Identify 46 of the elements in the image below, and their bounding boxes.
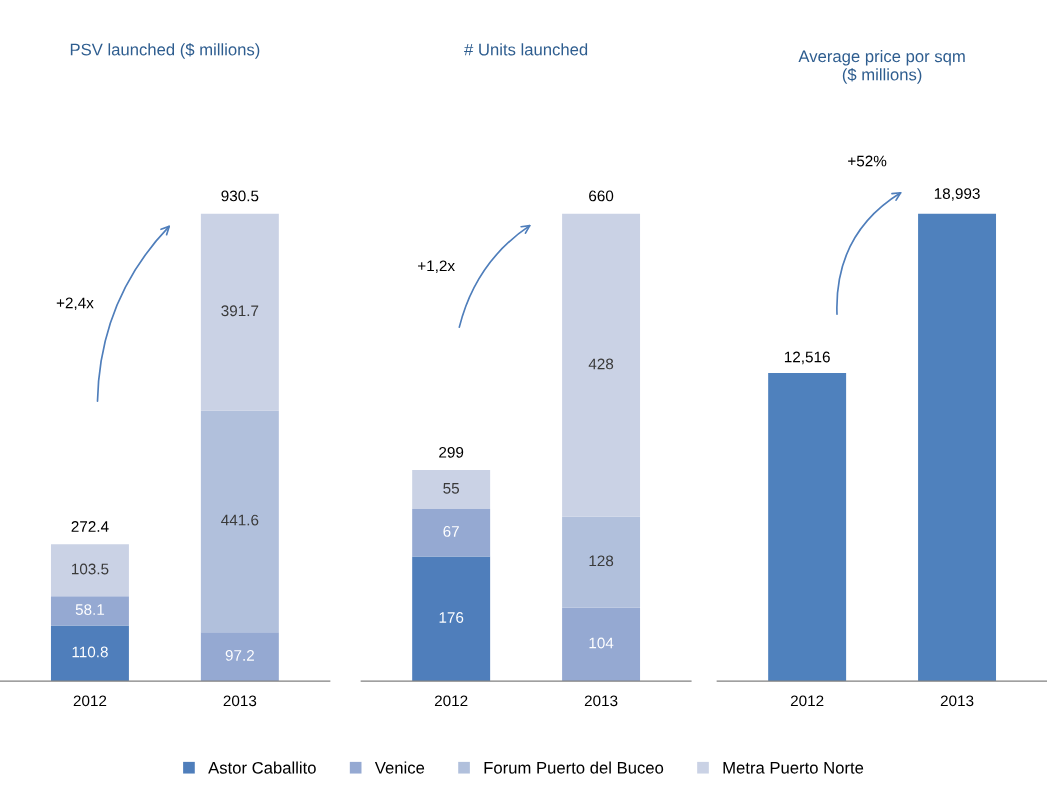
annotation: +2,4x (56, 297, 94, 311)
data-label: 97.2 (225, 649, 254, 661)
legend-label: Astor Caballito (208, 761, 316, 774)
total-label: 660 (589, 190, 614, 202)
chart-title: PSV launched ($ millions) (70, 42, 260, 59)
data-label: 104 (589, 637, 614, 649)
x-tick-label: 2012 (73, 695, 107, 707)
data-label: 391.7 (221, 305, 259, 317)
bar (412, 509, 491, 557)
x-tick-label: 2012 (434, 695, 468, 707)
bar (200, 410, 279, 633)
bar (50, 625, 129, 682)
legend-label: Metra Puerto Norte (723, 762, 864, 774)
legend-label: Venice (374, 761, 425, 774)
data-label: 428 (588, 358, 614, 370)
legend-label: Forum Puerto del Buceo (484, 761, 664, 774)
total-label: 299 (439, 446, 464, 458)
bar (50, 596, 129, 626)
x-tick-label: 2013 (223, 695, 257, 707)
total-label: 930.5 (221, 190, 259, 202)
data-label: 128 (589, 555, 614, 567)
chart-title: # Units launched (464, 43, 588, 56)
chart-title: Average price por sqm ($ millions) (798, 49, 965, 84)
x-tick-label: 2013 (584, 695, 618, 707)
data-label: 110.8 (72, 646, 108, 658)
bar (562, 213, 641, 517)
bar (562, 607, 641, 682)
x-tick-label: 2012 (790, 695, 824, 707)
data-label: 176 (439, 612, 464, 623)
bar (50, 544, 129, 597)
x-tick-label: 2013 (940, 695, 974, 707)
data-label: 58.1 (75, 604, 105, 615)
annotation: +1,2x (418, 260, 455, 274)
bar (412, 470, 491, 510)
data-label: 103.5 (72, 563, 109, 575)
data-label: 55 (443, 482, 460, 494)
data-label: 12,516 (784, 351, 830, 365)
text: +52% (848, 155, 887, 167)
bar (200, 632, 279, 682)
bar (200, 213, 279, 411)
data-label: 18,993 (934, 188, 980, 201)
data-label: 67 (443, 526, 459, 537)
total-label: 272.4 (71, 521, 109, 532)
bar (562, 516, 641, 608)
bar (412, 556, 491, 682)
data-label: 441.6 (221, 514, 259, 526)
